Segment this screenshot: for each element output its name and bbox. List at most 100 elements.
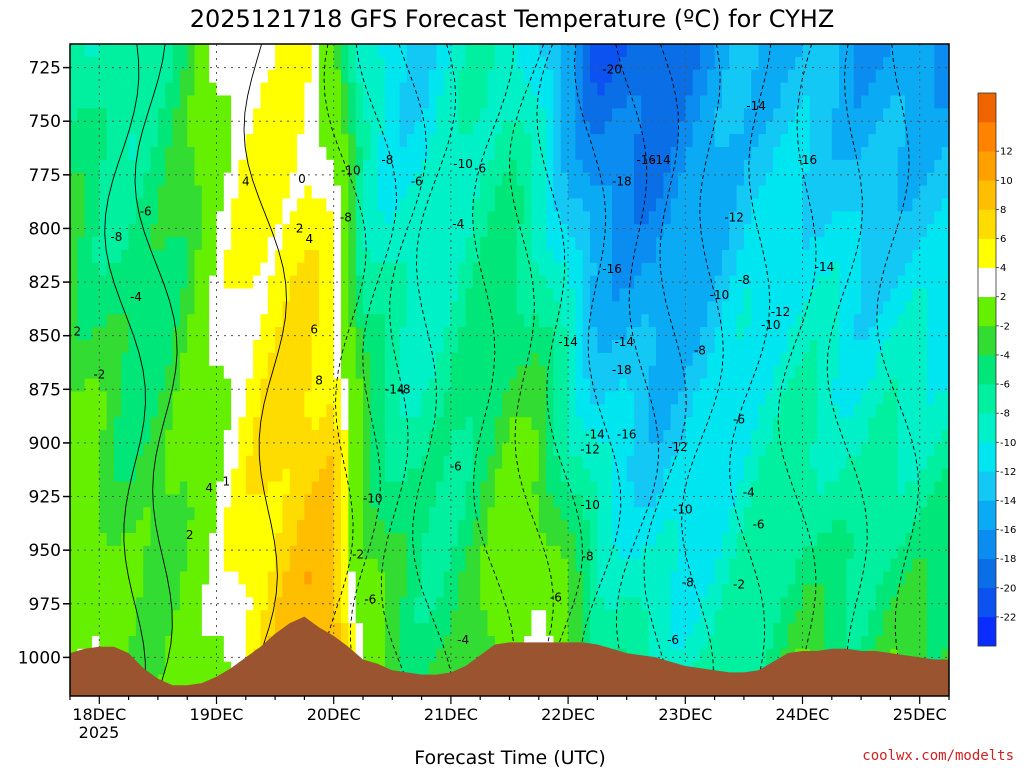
- field-cell: [663, 44, 672, 58]
- field-cell: [267, 339, 276, 354]
- field-cell: [692, 352, 701, 367]
- field-cell: [553, 211, 562, 225]
- field-cell: [194, 391, 203, 405]
- field-cell: [282, 44, 291, 58]
- field-cell: [773, 610, 782, 624]
- field-cell: [773, 494, 782, 508]
- field-cell: [670, 430, 679, 444]
- field-cell: [77, 275, 86, 290]
- field-cell: [597, 159, 606, 174]
- field-cell: [729, 545, 738, 560]
- field-cell: [502, 442, 511, 457]
- field-cell: [428, 648, 437, 663]
- field-cell: [91, 262, 100, 277]
- field-cell: [568, 391, 577, 405]
- field-cell: [70, 597, 78, 611]
- field-cell: [516, 159, 525, 174]
- field-cell: [590, 198, 598, 212]
- field-cell: [472, 314, 481, 328]
- field-cell: [311, 507, 320, 521]
- field-cell: [648, 82, 657, 97]
- field-cell: [70, 417, 78, 431]
- field-cell: [406, 378, 415, 393]
- field-cell: [699, 661, 708, 676]
- field-cell: [84, 635, 93, 650]
- field-cell: [641, 339, 650, 354]
- field-cell: [436, 378, 445, 393]
- field-cell: [465, 69, 474, 84]
- field-cell: [582, 262, 591, 277]
- field-cell: [604, 494, 613, 508]
- field-cell: [143, 545, 152, 560]
- field-cell: [355, 275, 364, 290]
- field-cell: [765, 275, 774, 290]
- field-cell: [450, 275, 459, 290]
- field-cell: [150, 404, 159, 418]
- field-cell: [619, 558, 628, 573]
- field-cell: [333, 314, 342, 328]
- field-cell: [319, 610, 327, 624]
- field-cell: [553, 404, 562, 418]
- field-cell: [245, 455, 254, 470]
- field-cell: [399, 159, 408, 174]
- field-cell: [363, 378, 371, 393]
- field-cell: [275, 288, 284, 302]
- field-cell: [275, 82, 284, 97]
- field-cell: [84, 275, 93, 290]
- field-cell: [91, 237, 100, 251]
- field-cell: [707, 159, 716, 174]
- field-cell: [597, 146, 606, 161]
- field-cell: [223, 365, 232, 380]
- field-cell: [406, 339, 415, 354]
- field-cell: [721, 545, 730, 560]
- field-cell: [91, 404, 100, 418]
- field-cell: [480, 327, 489, 341]
- field-cell: [172, 262, 181, 277]
- field-cell: [282, 224, 291, 238]
- field-cell: [656, 635, 664, 650]
- field-cell: [121, 571, 130, 586]
- field-cell: [612, 249, 620, 264]
- field-cell: [736, 275, 745, 290]
- field-cell: [245, 571, 254, 586]
- field-cell: [253, 417, 262, 431]
- field-cell: [187, 159, 196, 174]
- field-cell: [245, 507, 254, 521]
- field-cell: [384, 430, 393, 444]
- field-cell: [597, 455, 606, 470]
- field-cell: [304, 95, 313, 109]
- field-cell: [150, 146, 159, 161]
- field-cell: [128, 571, 137, 586]
- field-cell: [421, 597, 430, 611]
- field-cell: [150, 95, 159, 109]
- field-cell: [568, 352, 577, 367]
- field-cell: [729, 108, 738, 122]
- field-cell: [165, 417, 174, 431]
- field-cell: [765, 417, 774, 431]
- field-cell: [553, 455, 562, 470]
- field-cell: [135, 545, 144, 560]
- field-cell: [84, 211, 93, 225]
- field-cell: [165, 661, 174, 676]
- field-cell: [253, 159, 262, 174]
- field-cell: [311, 584, 320, 598]
- field-cell: [363, 545, 371, 560]
- field-cell: [773, 417, 782, 431]
- field-cell: [516, 365, 525, 380]
- field-cell: [743, 95, 752, 109]
- field-cell: [773, 121, 782, 135]
- field-cell: [282, 404, 291, 418]
- field-cell: [150, 378, 159, 393]
- field-cell: [113, 404, 122, 418]
- field-cell: [150, 327, 159, 341]
- field-cell: [721, 417, 730, 431]
- field-cell: [231, 584, 240, 598]
- field-cell: [348, 558, 357, 573]
- field-cell: [333, 481, 342, 495]
- field-cell: [773, 159, 782, 174]
- field-cell: [575, 262, 584, 277]
- field-cell: [597, 558, 606, 573]
- field-cell: [472, 224, 481, 238]
- field-cell: [663, 95, 672, 109]
- field-cell: [663, 481, 672, 495]
